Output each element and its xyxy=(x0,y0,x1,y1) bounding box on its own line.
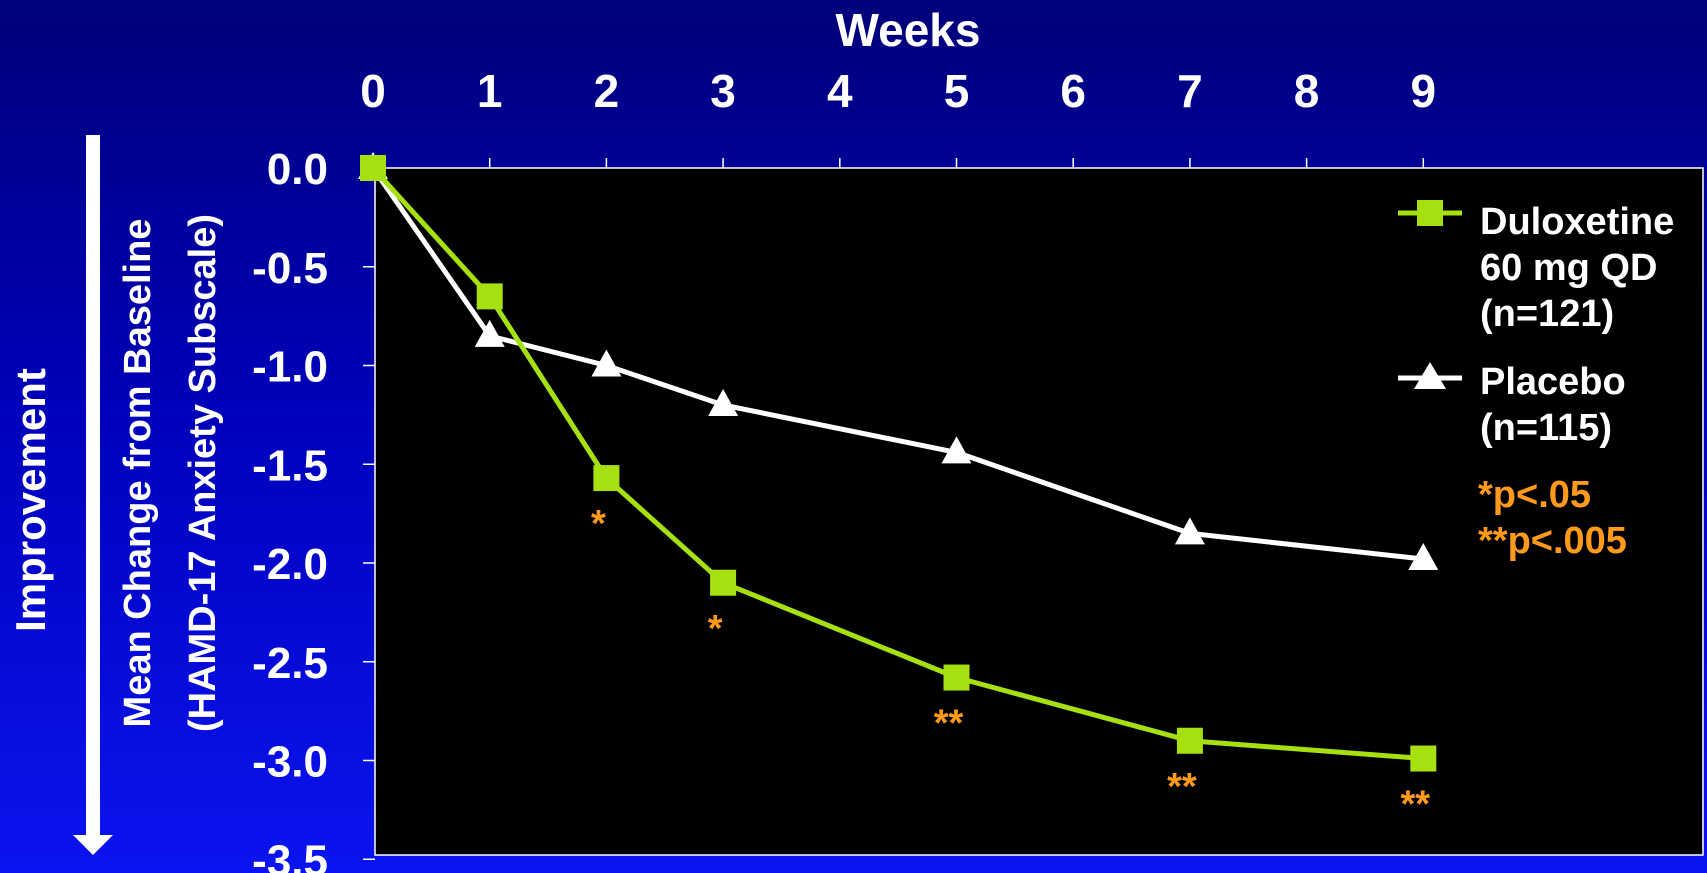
significance-asterisk: ** xyxy=(934,703,964,745)
significance-key-1: *p<.05 xyxy=(1478,474,1591,516)
significance-key: *p<.05 **p<.005 xyxy=(1478,474,1627,562)
legend-placebo-label-2: (n=115) xyxy=(1480,407,1612,449)
x-axis: 0 1 2 3 4 5 6 7 8 9 xyxy=(360,65,1436,168)
legend-duloxetine-label-1: Duloxetine xyxy=(1480,201,1674,243)
x-tick-label: 3 xyxy=(710,65,736,117)
significance-key-2-text: p<.005 xyxy=(1508,520,1627,562)
data-point-duloxetine xyxy=(1410,745,1437,772)
y-tick-label: -1.5 xyxy=(252,441,328,490)
x-tick-label: 0 xyxy=(360,65,386,117)
legend-item-placebo: Placebo (n=115) xyxy=(1398,361,1626,449)
y-axis-title-line1: Mean Change from Baseline xyxy=(117,219,159,728)
y-axis-title-line2: (HAMD-17 Anxiety Subscale) xyxy=(182,214,224,732)
significance-key-1-star: * xyxy=(1478,474,1493,516)
significance-key-2-star: ** xyxy=(1478,520,1508,562)
arrow-down-icon xyxy=(86,135,100,835)
data-point-placebo xyxy=(1408,543,1439,571)
data-point-duloxetine xyxy=(1176,727,1203,754)
legend-item-duloxetine: Duloxetine 60 mg QD (n=121) xyxy=(1398,200,1674,335)
significance-asterisk: * xyxy=(708,608,723,650)
x-axis-title: Weeks xyxy=(836,4,981,56)
series-layer xyxy=(358,152,1439,772)
data-point-duloxetine xyxy=(943,664,970,691)
y-tick-label: 0.0 xyxy=(267,145,328,194)
y-tick-label: -2.5 xyxy=(252,639,328,688)
y-tick-label: -2.0 xyxy=(252,540,328,589)
improvement-indicator xyxy=(73,135,113,855)
x-tick-label: 8 xyxy=(1294,65,1320,117)
data-point-placebo xyxy=(591,349,622,377)
data-point-placebo xyxy=(1174,517,1205,545)
y-tick-label: -1.0 xyxy=(252,343,328,392)
significance-asterisk: * xyxy=(591,503,606,545)
data-point-duloxetine xyxy=(593,465,620,492)
significance-asterisk: ** xyxy=(1401,784,1431,826)
significance-key-2: **p<.005 xyxy=(1478,520,1627,562)
data-point-duloxetine xyxy=(710,569,737,596)
significance-markers: ****** ** xyxy=(591,503,1430,825)
x-tick-label: 7 xyxy=(1177,65,1203,117)
improvement-label: Improvement xyxy=(7,368,54,632)
x-tick-label: 5 xyxy=(944,65,970,117)
legend-triangle-icon xyxy=(1414,362,1446,389)
plot-area xyxy=(374,167,1704,856)
legend-placebo-label-1: Placebo xyxy=(1480,361,1626,403)
x-tick-label: 2 xyxy=(594,65,620,117)
legend: Duloxetine 60 mg QD (n=121) Placebo (n=1… xyxy=(1398,200,1674,562)
legend-duloxetine-label-2: 60 mg QD xyxy=(1480,247,1657,289)
data-point-duloxetine xyxy=(476,283,503,310)
significance-key-1-text: p<.05 xyxy=(1493,474,1591,516)
legend-square-icon xyxy=(1417,200,1443,226)
legend-duloxetine-label-3: (n=121) xyxy=(1480,293,1614,335)
y-tick-label: -0.5 xyxy=(252,244,328,293)
data-point-placebo xyxy=(941,436,972,464)
y-axis: 0.0 -0.5 -1.0 -1.5 -2.0 -2.5 -3.0 -3.5 xyxy=(252,145,375,873)
y-tick-label: -3.5 xyxy=(252,836,328,873)
data-point-duloxetine xyxy=(360,155,386,181)
x-tick-label: 1 xyxy=(477,65,503,117)
significance-asterisk: ** xyxy=(1167,766,1197,808)
data-point-placebo xyxy=(708,389,739,416)
x-tick-label: 4 xyxy=(827,65,853,117)
data-point-placebo xyxy=(474,319,505,347)
x-tick-label: 6 xyxy=(1060,65,1086,117)
arrow-down-icon-head xyxy=(73,835,113,855)
y-tick-label: -3.0 xyxy=(252,738,328,787)
x-tick-label: 9 xyxy=(1411,65,1437,117)
